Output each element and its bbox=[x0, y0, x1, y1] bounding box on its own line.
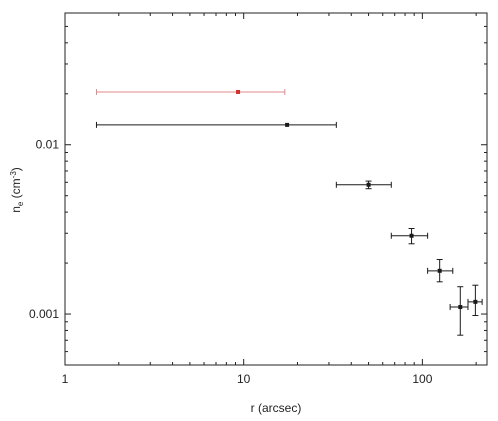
data-point-group bbox=[449, 286, 469, 336]
y-axis-title-main: n bbox=[9, 206, 23, 213]
data-point-marker bbox=[285, 122, 290, 127]
data-point-group bbox=[335, 180, 392, 190]
data-point-marker bbox=[409, 233, 414, 238]
x-tick-label: 1 bbox=[62, 372, 69, 386]
y-tick-label: 0.01 bbox=[36, 138, 60, 152]
data-point-marker bbox=[473, 299, 478, 304]
data-point-group bbox=[390, 228, 429, 245]
data-point-marker bbox=[366, 182, 371, 187]
data-point-group bbox=[467, 284, 483, 317]
y-axis-title: ne (cm-3) bbox=[9, 167, 25, 213]
y-axis-title-exp: -3 bbox=[9, 171, 18, 179]
x-axis-title: r (arcsec) bbox=[251, 401, 302, 415]
x-tick-label: 10 bbox=[237, 372, 251, 386]
data-point-marker bbox=[458, 305, 463, 310]
data-point-group bbox=[95, 121, 337, 128]
data-point-marker bbox=[437, 268, 442, 273]
plot-frame bbox=[64, 12, 488, 366]
y-axis-title-unit: (cm bbox=[9, 178, 23, 201]
data-point-group bbox=[427, 258, 454, 283]
data-point-marker bbox=[236, 89, 241, 94]
svg-text:ne (cm-3): ne (cm-3) bbox=[9, 167, 25, 213]
y-tick-label: 0.001 bbox=[29, 307, 59, 321]
marks-layer bbox=[95, 88, 483, 336]
axes-layer: 1 10 100 0.001 0.01 bbox=[29, 12, 487, 386]
data-point-group bbox=[95, 88, 286, 95]
y-axis-title-close: ) bbox=[9, 167, 23, 171]
x-tick-label: 100 bbox=[412, 372, 432, 386]
y-axis-title-sub: e bbox=[16, 201, 25, 206]
